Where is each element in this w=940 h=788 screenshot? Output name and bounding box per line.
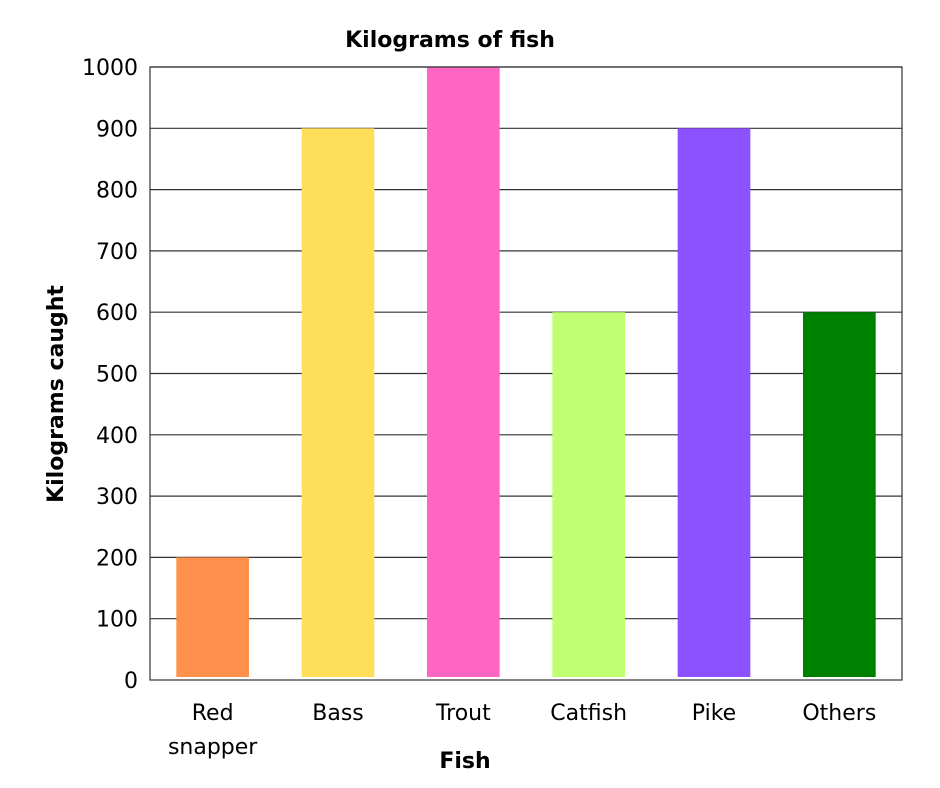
bar <box>677 128 751 678</box>
x-tick-label: Catfish <box>550 701 627 726</box>
y-tick-label: 700 <box>96 240 138 265</box>
x-axis-label: Fish <box>439 749 490 774</box>
y-tick-label: 0 <box>124 669 138 694</box>
y-axis-label: Kilograms caught <box>44 285 69 503</box>
bar <box>176 557 250 677</box>
y-tick-label: 200 <box>96 546 138 571</box>
y-tick-label: 400 <box>96 424 138 449</box>
y-tick-label: 1000 <box>82 56 138 81</box>
x-tick-label: Pike <box>692 701 736 726</box>
x-tick-label: Bass <box>312 701 364 726</box>
chart-title: Kilograms of fish <box>345 28 555 53</box>
plot-frame <box>149 66 903 681</box>
x-tick-label: Others <box>802 701 876 726</box>
y-tick-label: 800 <box>96 179 138 204</box>
bar <box>552 312 626 677</box>
x-tick-label: Red snapper <box>168 701 258 760</box>
bar <box>301 128 375 678</box>
y-tick-label: 600 <box>96 301 138 326</box>
bars <box>176 67 876 678</box>
y-tick-label: 100 <box>96 608 138 633</box>
x-axis-ticks: Red snapper Bass Trout Catfish Pike Others <box>168 701 876 760</box>
y-tick-label: 300 <box>96 485 138 510</box>
y-axis-ticks: 0 100 200 300 400 500 600 700 800 900 1000 <box>82 56 138 694</box>
bar <box>426 67 500 677</box>
y-tick-label: 900 <box>96 117 138 142</box>
gridlines <box>150 66 902 620</box>
x-tick-label: Trout <box>435 701 491 726</box>
bar <box>802 312 876 677</box>
y-tick-label: 500 <box>96 363 138 388</box>
